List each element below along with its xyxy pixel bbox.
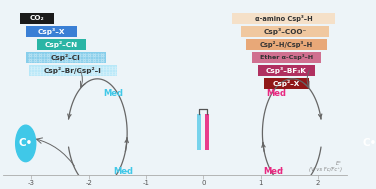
Text: ––: –– xyxy=(123,170,130,174)
Bar xyxy=(205,114,209,150)
Text: C•: C• xyxy=(362,138,376,148)
Text: α-amino Csp³–H: α-amino Csp³–H xyxy=(255,15,312,22)
Text: Csp²–H/Csp³–H: Csp²–H/Csp³–H xyxy=(260,41,313,48)
Text: C•: C• xyxy=(18,138,33,148)
Text: Med: Med xyxy=(104,90,124,98)
Bar xyxy=(252,52,321,63)
Bar xyxy=(232,13,335,24)
Bar xyxy=(246,39,327,50)
Bar xyxy=(258,65,315,76)
Text: Csp²–Br/Csp²–I: Csp²–Br/Csp²–I xyxy=(44,67,102,74)
Bar xyxy=(29,65,117,76)
Text: Csp³–BF₃K: Csp³–BF₃K xyxy=(266,67,307,74)
Text: Med: Med xyxy=(114,167,134,177)
Text: CO₂: CO₂ xyxy=(30,15,44,21)
Text: E°
(V vs Fc/Fc⁺): E° (V vs Fc/Fc⁺) xyxy=(309,161,342,172)
Text: Med: Med xyxy=(266,90,286,98)
Text: ⁺⁺: ⁺⁺ xyxy=(277,170,284,174)
Text: Csp²–X: Csp²–X xyxy=(273,80,300,87)
Text: Csp³–COO⁻: Csp³–COO⁻ xyxy=(263,28,307,35)
Circle shape xyxy=(359,125,376,162)
Bar xyxy=(264,78,309,89)
Text: Ether α-Csp³–H: Ether α-Csp³–H xyxy=(260,54,313,60)
Text: Csp³–X: Csp³–X xyxy=(38,28,65,35)
Bar xyxy=(197,114,202,150)
Text: Csp²–CN: Csp²–CN xyxy=(45,41,78,48)
Text: Med: Med xyxy=(263,167,283,177)
Bar xyxy=(241,26,329,37)
Circle shape xyxy=(16,125,36,162)
Bar xyxy=(26,26,77,37)
Bar xyxy=(20,13,55,24)
Bar xyxy=(37,39,86,50)
Bar xyxy=(26,52,106,63)
Text: Csp²–Cl: Csp²–Cl xyxy=(51,54,80,61)
